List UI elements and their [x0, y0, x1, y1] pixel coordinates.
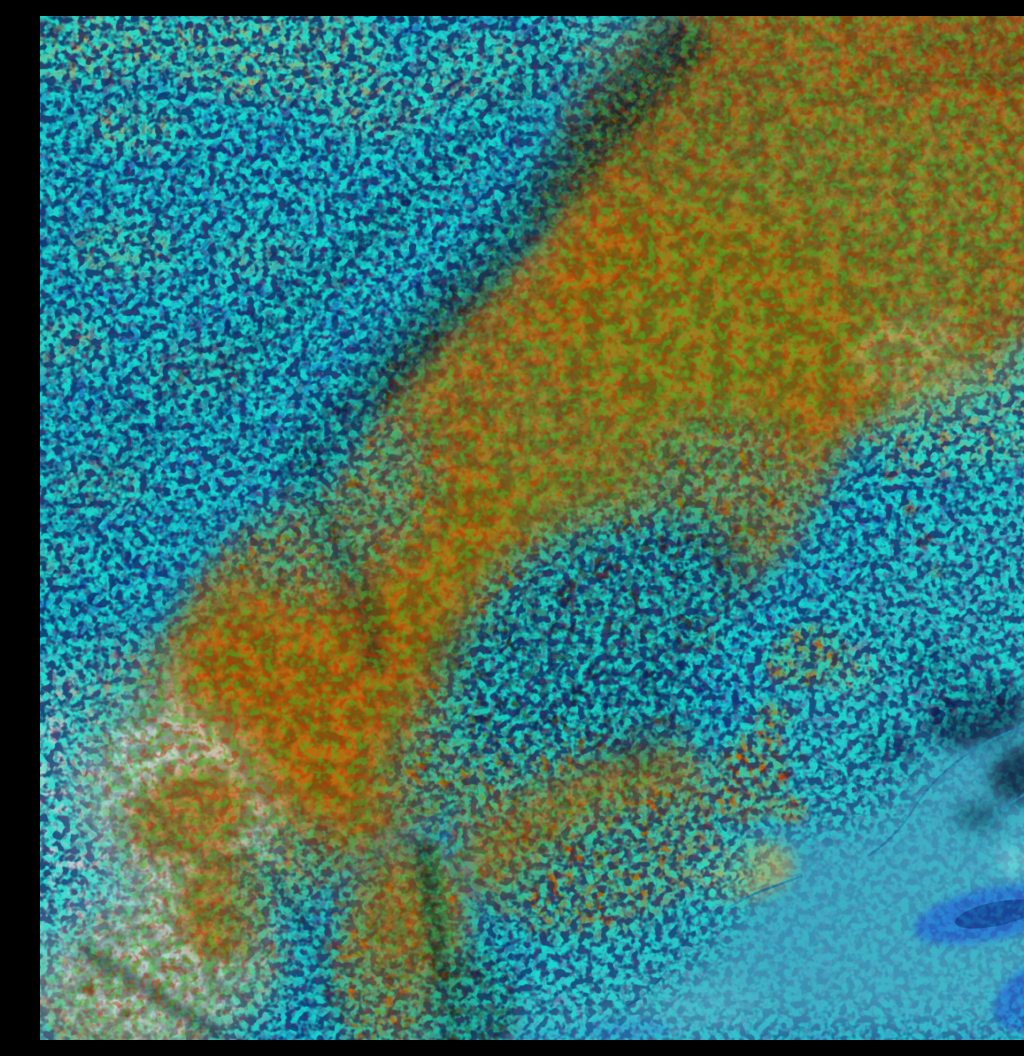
blue-noise-layer: [40, 16, 1024, 1040]
purple-speckle-noise: [40, 16, 1024, 1040]
satellite-image: [40, 16, 1024, 1040]
false-color-scene: [40, 16, 1024, 1040]
